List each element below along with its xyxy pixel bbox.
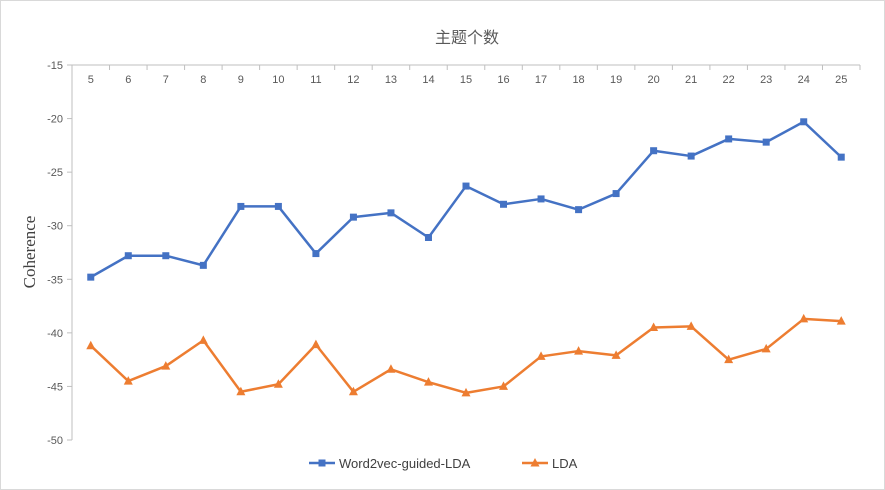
series-1 [86, 313, 846, 397]
series-point-marker [686, 321, 696, 330]
series-point-marker [499, 381, 509, 390]
x-tick-label: 25 [835, 74, 847, 86]
y-tick-label: -40 [47, 328, 63, 340]
series-point-marker [537, 195, 545, 203]
chart-title: 主题个数 [435, 28, 499, 47]
series-point-marker [237, 202, 245, 210]
series-0 [87, 118, 845, 281]
series-point-marker [86, 340, 96, 350]
series-point-marker [124, 252, 132, 260]
series-point-marker [424, 234, 432, 241]
x-tick-label: 10 [272, 74, 284, 86]
series-point-marker [800, 118, 808, 126]
x-tick-label: 7 [163, 74, 169, 86]
x-tick-label: 14 [422, 74, 434, 86]
x-tick-label: 8 [200, 74, 206, 86]
x-tick-label: 22 [723, 74, 735, 86]
x-tick-label: 24 [798, 74, 810, 86]
x-tick-label: 23 [760, 74, 772, 86]
x-tick-label: 18 [572, 74, 584, 86]
x-tick-label: 20 [647, 74, 659, 86]
x-tick-label: 17 [535, 74, 547, 86]
y-tick-label: -35 [47, 274, 63, 286]
series-point-marker [836, 316, 846, 325]
series-point-marker [387, 209, 395, 217]
x-tick-label: 21 [685, 74, 697, 86]
series-line [90, 120, 843, 279]
y-tick-label: -25 [47, 167, 63, 179]
series-point-marker [312, 250, 320, 258]
y-tick-label: -15 [47, 60, 63, 72]
x-tick-label: 11 [310, 74, 321, 86]
series-point-marker [199, 261, 207, 269]
series-point-marker [348, 386, 358, 396]
x-tick-label: 9 [238, 74, 244, 86]
series-point-marker [650, 147, 658, 155]
y-axis-label: Coherence [20, 216, 39, 289]
series-point-marker [461, 387, 471, 397]
series-point-marker [761, 343, 771, 353]
series-point-marker [725, 135, 733, 143]
legend: Word2vec-guided-LDA LDA [309, 456, 578, 471]
series-point-marker [87, 273, 95, 281]
series-point-marker [500, 200, 508, 208]
x-tick-label: 15 [460, 74, 472, 86]
series-point-marker [386, 364, 396, 373]
series-point-marker [161, 361, 171, 370]
series-point-marker [274, 202, 282, 210]
series-point-marker [575, 206, 583, 214]
series-point-marker [837, 153, 845, 161]
series-point-marker [318, 459, 326, 467]
series-point-marker [799, 313, 809, 323]
x-tick-label: 13 [385, 74, 397, 86]
series-point-marker [349, 213, 357, 221]
series-point-marker [273, 379, 283, 388]
x-tick-label: 19 [610, 74, 622, 86]
series-layer [86, 118, 846, 397]
series-point-marker [612, 190, 620, 198]
series-point-marker [162, 252, 170, 260]
y-tick-label: -45 [47, 381, 63, 393]
legend-label: Word2vec-guided-LDA [339, 456, 471, 471]
x-tick-label: 12 [347, 74, 359, 86]
series-point-marker [311, 339, 321, 349]
x-tick-label: 6 [125, 74, 131, 86]
series-point-marker [530, 458, 540, 467]
series-point-marker [574, 346, 584, 355]
y-tick-label: -30 [47, 221, 63, 233]
y-tick-label: -20 [47, 114, 63, 126]
series-point-marker [462, 182, 470, 190]
series-point-marker [687, 152, 695, 160]
series-point-marker [724, 354, 734, 364]
series-point-marker [236, 386, 246, 396]
legend-label: LDA [552, 456, 578, 471]
axes-layer: 5 6 7 8 9 10 11 12 13 14 15 16 17 18 19 20 21 22 23 24 25 -15… [47, 60, 861, 447]
x-tick-label: 16 [497, 74, 509, 86]
series-point-marker [649, 322, 659, 331]
series-point-marker [198, 335, 208, 344]
series-point-marker [123, 376, 133, 385]
series-point-marker [423, 377, 433, 386]
series-point-marker [762, 138, 770, 146]
y-tick-label: -50 [47, 435, 63, 447]
series-point-marker [611, 350, 621, 359]
series-point-marker [536, 351, 546, 360]
x-tick-label: 5 [88, 74, 94, 86]
